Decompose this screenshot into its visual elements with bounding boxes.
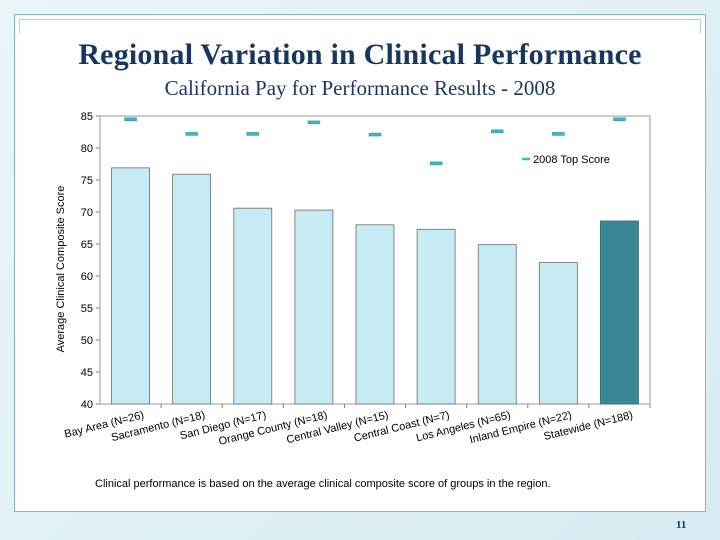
x-axis-labels: Bay Area (N=26)Sacramento (N=18)San Dieg…	[63, 409, 634, 448]
y-axis-label: Average Clinical Composite Score	[55, 186, 67, 353]
top-score-marker	[368, 132, 382, 137]
y-axis-ticks: 40 45 50 55 60 65 70 75 80 85	[81, 111, 100, 411]
y-tick-label: 65	[81, 239, 93, 251]
y-tick-label: 55	[81, 303, 93, 315]
top-score-marker	[307, 120, 321, 125]
top-score-marker	[124, 117, 137, 121]
frame-inner-border	[19, 19, 701, 33]
legend: 2008 Top Score	[522, 154, 610, 166]
y-tick-label: 75	[81, 175, 93, 187]
bar	[538, 262, 578, 405]
bar	[355, 224, 395, 405]
slide-subtitle: California Pay for Performance Results -…	[164, 76, 556, 100]
bar	[111, 167, 150, 405]
slide-title: Regional Variation in Clinical Performan…	[78, 38, 642, 71]
y-tick-label: 40	[81, 399, 93, 411]
y-tick-label: 70	[81, 207, 93, 219]
y-tick-label: 85	[81, 111, 93, 123]
top-score-marker	[552, 132, 565, 136]
top-score-marker	[613, 117, 626, 121]
bar	[416, 228, 456, 405]
bar	[172, 173, 212, 405]
bar	[477, 244, 517, 405]
top-score-marker	[429, 161, 443, 166]
page-number: 11	[676, 519, 687, 531]
top-score-markers	[124, 117, 626, 166]
y-tick-label: 50	[81, 335, 93, 347]
y-tick-label: 60	[81, 271, 93, 283]
y-tick-label: 45	[81, 367, 93, 379]
bar	[600, 220, 639, 405]
bar	[294, 209, 334, 405]
footnote: Clinical performance is based on the ave…	[95, 478, 551, 490]
legend-label: 2008 Top Score	[533, 154, 610, 166]
top-score-marker	[490, 129, 504, 134]
top-score-marker	[185, 132, 198, 136]
y-tick-label: 80	[81, 143, 93, 155]
bars-group	[111, 167, 651, 408]
bar	[233, 207, 273, 405]
top-score-marker	[246, 132, 260, 136]
